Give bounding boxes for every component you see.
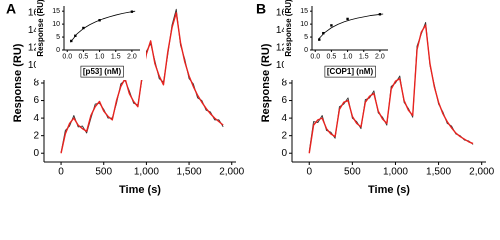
- y-tick-label: 12: [276, 43, 288, 54]
- y-tick-label: 10: [52, 21, 60, 28]
- x-tick-label: 0.5: [79, 54, 89, 61]
- y-tick-label: 10: [300, 21, 308, 28]
- x-tick-label: 0.0: [62, 54, 72, 61]
- y-tick-label: 5: [304, 34, 308, 41]
- fit-line: [70, 10, 136, 43]
- x-tick-label: 0: [58, 167, 64, 178]
- x-tick-label: 2,000: [219, 167, 244, 178]
- x-axis-label: Time (s): [119, 184, 161, 196]
- y-axis-label: Response (RU): [260, 43, 272, 122]
- x-tick-label: 1.5: [111, 54, 121, 61]
- y-axis-label: Response (RU): [284, 0, 293, 57]
- x-tick-label: 500: [344, 167, 361, 178]
- y-tick-label: 0: [281, 148, 287, 159]
- data-point: [322, 31, 325, 35]
- y-tick-label: 2: [33, 130, 39, 141]
- x-tick-label: 1,000: [383, 167, 408, 178]
- y-tick-label: 14: [276, 25, 288, 36]
- y-tick-label: 4: [281, 113, 287, 124]
- x-tick-label: 2.0: [375, 54, 385, 61]
- x-axis-label-box: [324, 65, 376, 78]
- y-tick-label: 12: [28, 43, 40, 54]
- x-axis-label-box: [80, 65, 124, 78]
- data-point: [346, 17, 349, 21]
- y-tick-label: 16: [28, 7, 40, 18]
- y-tick-label: 10: [276, 60, 288, 71]
- x-tick-label: 2.0: [127, 54, 137, 61]
- x-tick-label: 0.0: [310, 54, 320, 61]
- x-tick-label: 0.5: [327, 54, 337, 61]
- y-tick-label: 5: [56, 34, 60, 41]
- y-tick-label: 0: [33, 148, 39, 159]
- x-tick-label: 1,000: [134, 167, 159, 178]
- data-point: [318, 38, 321, 41]
- x-tick-label: 0: [306, 167, 312, 178]
- y-tick-label: 0: [56, 47, 60, 54]
- y-tick-label: 16: [276, 7, 288, 18]
- x-tick-label: 1,500: [426, 167, 451, 178]
- x-tick-label: 1.5: [359, 54, 369, 61]
- x-tick-label: 1,500: [177, 167, 202, 178]
- y-tick-label: 4: [33, 113, 39, 124]
- y-tick-label: 8: [281, 78, 287, 89]
- x-tick-label: 1.0: [95, 54, 105, 61]
- y-axis-label: Response (RU): [36, 0, 45, 57]
- x-tick-label: 500: [95, 167, 112, 178]
- panel-label: A: [6, 1, 16, 17]
- y-tick-label: 6: [33, 95, 39, 106]
- x-tick-label: 1.0: [343, 54, 353, 61]
- inset-background: [36, 2, 146, 80]
- data-point: [330, 24, 333, 27]
- x-axis-label: [p53] (nM): [83, 67, 122, 76]
- y-axis-label: Response (RU): [12, 43, 24, 122]
- y-tick-label: 6: [281, 95, 287, 106]
- x-tick-label: 2,000: [469, 167, 494, 178]
- x-axis-label: Time (s): [368, 184, 410, 196]
- x-axis-label: [COP1] (nM): [327, 67, 374, 76]
- y-tick-label: 15: [52, 8, 60, 15]
- y-tick-label: 2: [281, 130, 287, 141]
- y-tick-label: 8: [33, 78, 39, 89]
- data-point: [82, 26, 85, 30]
- y-tick-label: 10: [28, 60, 40, 71]
- y-tick-label: 14: [28, 25, 40, 36]
- fit-line: [318, 13, 384, 40]
- y-tick-label: 15: [300, 8, 308, 15]
- y-tick-label: 0: [304, 47, 308, 54]
- fit-line: [308, 24, 474, 154]
- panel-label: B: [256, 1, 266, 17]
